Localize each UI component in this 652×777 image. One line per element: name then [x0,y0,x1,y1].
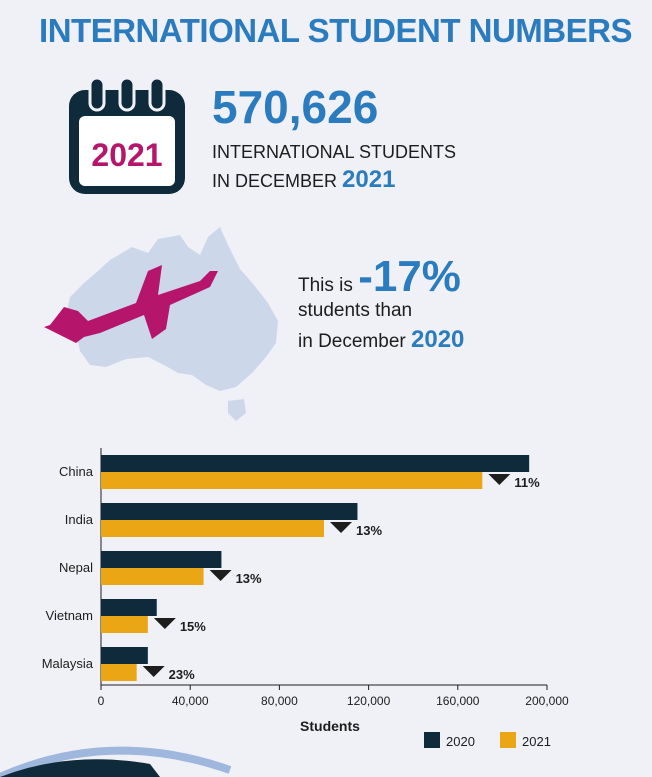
category-label: India [65,512,94,527]
change-line-2: students than [298,300,413,321]
decline-label: 11% [514,475,540,490]
decline-label: 13% [356,523,382,538]
bar-chart: China 11% India 13% Nepal 13% Vietnam 15% Malays… [42,448,569,749]
category-label: Vietnam [46,608,93,623]
legend-label-2021: 2021 [522,734,551,749]
bar-2020 [101,599,157,616]
globe-rim [0,746,232,777]
x-tick-label: 80,000 [261,694,298,708]
legend-swatch-2021 [500,732,516,748]
subtitle-year: 2021 [342,166,396,193]
subtitle-line-1: INTERNATIONAL STUDENTS [212,142,457,162]
bar-2021 [101,616,148,633]
bar-2020 [101,455,530,472]
change-prefix: This is [298,275,353,296]
page-title: INTERNATIONAL STUDENT NUMBERS [39,12,632,49]
change-line-3-prefix: in December [298,331,406,352]
subtitle-line-2: IN DECEMBER 2021 [212,166,395,194]
change-block: This is -17% students than in December 2… [298,255,464,352]
decline-arrow-icon [142,666,165,677]
x-tick-label: 160,000 [436,694,480,708]
x-tick-label: 200,000 [525,694,569,708]
bar-2021 [101,568,204,585]
category-label: Malaysia [42,656,94,671]
change-row-1: This is -17% [298,255,464,299]
subtitle-line-2-prefix: IN DECEMBER [212,171,338,191]
bar-2021 [101,472,483,489]
calendar-icon: 2021 [69,78,185,194]
decline-label: 13% [236,571,262,586]
category-label: China [59,464,94,479]
bar-2021 [101,664,137,681]
australia-mainland [66,227,278,391]
tasmania [228,399,246,421]
legend-label-2020: 2020 [446,734,475,749]
globe-illustration [0,746,232,777]
total-students: 570,626 [212,81,379,133]
category-label: Nepal [59,560,93,575]
bar-2020 [101,647,148,664]
x-tick-label: 120,000 [347,694,391,708]
x-tick-label: 40,000 [172,694,209,708]
decline-arrow-icon [330,522,352,533]
change-year: 2020 [411,326,465,353]
change-row-3: in December 2020 [298,328,464,352]
decline-arrow-icon [488,474,511,485]
x-axis-label: Students [300,718,360,734]
bar-2021 [101,520,324,537]
australia-map [44,227,278,421]
decline-arrow-icon [153,618,176,629]
legend-swatch-2020 [424,732,440,748]
decline-label: 23% [169,667,195,682]
airplane-icon [44,265,218,343]
globe-land [0,759,160,777]
change-value: -17% [358,252,461,301]
bar-2020 [101,503,358,520]
bar-2020 [101,551,222,568]
x-tick-label: 0 [98,694,105,708]
decline-label: 15% [180,619,206,634]
calendar-year: 2021 [91,137,162,173]
decline-arrow-icon [209,570,232,581]
